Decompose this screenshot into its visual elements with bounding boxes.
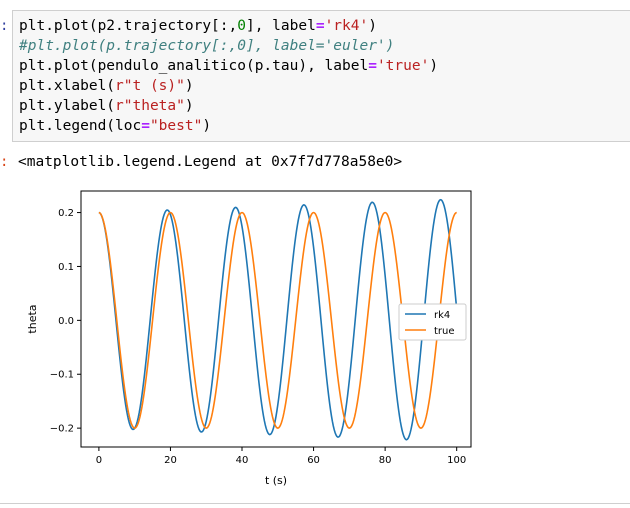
- code-token: 'rk4': [324, 18, 369, 34]
- y-axis-label: theta: [26, 304, 39, 333]
- code-token: =: [315, 18, 325, 34]
- code-token: #plt.plot(p.trajectory[:,0], label='eule…: [19, 38, 395, 54]
- code-line: plt.xlabel(r"t (s)"): [19, 76, 438, 96]
- code-token: plt.ylabel(: [19, 98, 116, 114]
- x-tick-label: 0: [96, 455, 102, 466]
- code-token: ): [184, 98, 194, 114]
- code-token: =: [368, 58, 377, 74]
- x-tick-label: 20: [164, 455, 177, 466]
- input-prompt: :: [0, 18, 9, 34]
- code-line: plt.plot(pendulo_analitico(p.tau), label…: [19, 56, 438, 76]
- output-prompt: :: [0, 154, 9, 170]
- code-token: r"t (s)": [115, 78, 185, 94]
- code-token: ): [184, 78, 194, 94]
- code-line: plt.ylabel(r"theta"): [19, 96, 438, 116]
- x-tick-label: 80: [379, 455, 392, 466]
- code-token: plt.xlabel(: [19, 78, 116, 94]
- output-text: <matplotlib.legend.Legend at 0x7f7d778a5…: [18, 154, 403, 170]
- code-token: plt.plot(pendulo_analitico(p.tau), label: [19, 58, 369, 74]
- x-tick-label: 100: [447, 455, 466, 466]
- code-token: ): [202, 118, 212, 134]
- x-tick-label: 60: [307, 455, 320, 466]
- x-tick-label: 40: [236, 455, 249, 466]
- code-line: plt.plot(p2.trajectory[:,0], label='rk4'…: [19, 16, 438, 36]
- y-tick-label: 0.0: [58, 316, 74, 327]
- code-line: #plt.plot(p.trajectory[:,0], label='eule…: [19, 36, 438, 56]
- legend-box: [398, 303, 467, 341]
- y-tick-label: 0.2: [58, 208, 74, 219]
- code-token: ): [429, 58, 439, 74]
- code-token: =: [141, 118, 150, 134]
- x-axis-label: t (s): [265, 474, 287, 487]
- code-token: 0: [237, 18, 246, 34]
- code-token: ): [368, 18, 377, 34]
- y-tick-label: 0.1: [58, 262, 74, 273]
- code-editor[interactable]: plt.plot(p2.trajectory[:,0], label='rk4'…: [19, 16, 438, 136]
- y-tick-label: −0.1: [50, 370, 74, 381]
- series-line-rk4: [98, 198, 458, 441]
- code-token: 'true': [376, 58, 430, 74]
- code-token: ], label: [245, 18, 316, 34]
- legend-label-true: true: [434, 326, 455, 337]
- code-cell[interactable]: plt.plot(p2.trajectory[:,0], label='rk4'…: [12, 10, 630, 142]
- legend: rk4 true: [398, 303, 467, 341]
- code-token: r"theta": [115, 98, 185, 114]
- cell-divider: [0, 503, 630, 504]
- code-token: plt.legend(loc: [19, 118, 142, 134]
- code-token: plt.plot(p2.trajectory[:,: [19, 18, 238, 34]
- series-line-true: [98, 211, 457, 429]
- code-line: plt.legend(loc="best"): [19, 116, 438, 136]
- legend-label-rk4: rk4: [434, 310, 450, 321]
- y-tick-label: −0.2: [50, 424, 74, 435]
- code-token: "best": [149, 118, 203, 134]
